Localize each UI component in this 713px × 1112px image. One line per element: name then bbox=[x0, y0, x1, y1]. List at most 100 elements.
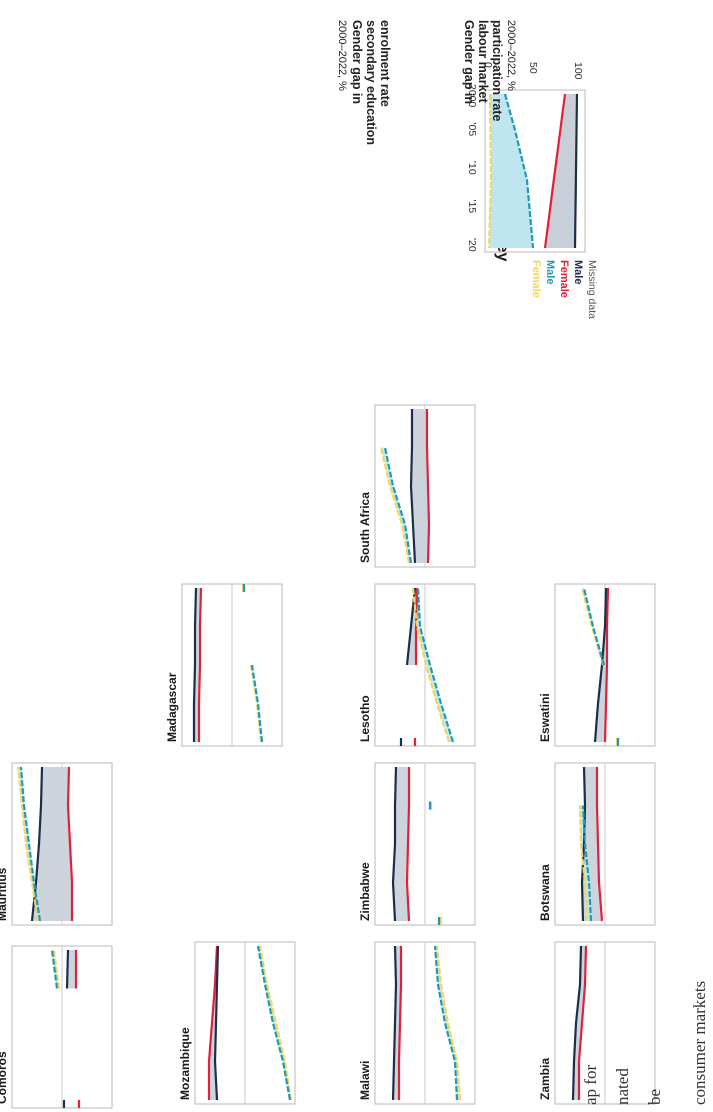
series-line bbox=[571, 945, 583, 1101]
key-x-tick: '20 bbox=[466, 238, 478, 252]
key-edu-heading: secondary education bbox=[364, 20, 378, 145]
key-edu-heading: Gender gap in bbox=[350, 20, 364, 104]
key-y-tick: 100 bbox=[572, 62, 584, 80]
country-panel: Mauritius bbox=[0, 762, 113, 926]
body-text-group: ap for nated be consumer markets bbox=[581, 981, 709, 1105]
key-edu-heading: enrolment rate bbox=[378, 20, 392, 107]
country-title: Eswatini bbox=[538, 693, 552, 742]
country-title: Comoros bbox=[0, 1051, 9, 1104]
series-line bbox=[250, 664, 264, 743]
small-multiples: AngolaZambiaMalawiMozambiqueComorosNamib… bbox=[0, 404, 656, 1109]
gap-area bbox=[258, 946, 291, 1100]
gap-area bbox=[393, 767, 409, 921]
key-group: Key2000'05'10'15'20100500MaleFemaleMaleF… bbox=[336, 20, 598, 319]
series-line bbox=[192, 587, 198, 742]
country-panel: Lesotho bbox=[358, 583, 476, 747]
series-line bbox=[16, 766, 40, 922]
key-legend-label: Female bbox=[530, 260, 542, 298]
gap-area bbox=[411, 409, 429, 563]
body-text-line: be bbox=[645, 1089, 664, 1105]
series-line bbox=[578, 805, 589, 922]
series-line bbox=[391, 945, 398, 1101]
country-title: Madagascar bbox=[165, 672, 179, 742]
gap-area bbox=[573, 946, 586, 1100]
body-text-line: consumer markets bbox=[690, 981, 709, 1105]
key-y-tick: 50 bbox=[527, 62, 539, 74]
series-line bbox=[213, 945, 220, 1101]
series-line bbox=[379, 447, 411, 564]
series-line bbox=[595, 767, 604, 922]
key-edu-years: 2000–2022, % bbox=[336, 20, 348, 91]
key-missing-label: Missing data bbox=[586, 260, 598, 319]
country-panel: Botswana bbox=[538, 762, 656, 926]
series-line bbox=[19, 766, 42, 922]
series-line bbox=[66, 766, 74, 921]
key-lab-heading: participation rate bbox=[490, 20, 504, 121]
key-x-tick: 2000 bbox=[466, 84, 478, 108]
key-y-tick: 0 bbox=[482, 62, 494, 68]
key-frame bbox=[484, 89, 586, 253]
country-panel: Madagascar bbox=[165, 583, 283, 747]
country-title: Mauritius bbox=[0, 867, 9, 921]
series-line bbox=[52, 949, 61, 989]
country-panel: Mozambique bbox=[178, 941, 296, 1105]
series-line bbox=[411, 587, 451, 743]
country-panel: Zambia bbox=[538, 941, 656, 1105]
country-title: Mozambique bbox=[178, 1027, 192, 1100]
series-line bbox=[581, 805, 593, 922]
series-line bbox=[409, 409, 417, 564]
series-line bbox=[435, 945, 462, 1101]
body-text-line: nated bbox=[613, 1068, 632, 1105]
chart-key: Key2000'05'10'15'20100500MaleFemaleMaleF… bbox=[336, 20, 598, 319]
series-line bbox=[397, 946, 403, 1100]
key-x-tick: '05 bbox=[466, 123, 478, 137]
key-legend-label: Male bbox=[544, 260, 556, 284]
key-legend-label: Female bbox=[558, 260, 570, 298]
gap-area bbox=[413, 588, 453, 742]
country-title: South Africa bbox=[358, 492, 372, 563]
country-panel: Eswatini bbox=[538, 583, 656, 747]
series-line bbox=[258, 945, 293, 1101]
country-panel: Comoros bbox=[0, 945, 113, 1109]
series-line bbox=[425, 409, 431, 564]
key-female-lab-line bbox=[543, 93, 567, 249]
series-line bbox=[582, 587, 606, 666]
series-line bbox=[414, 587, 419, 665]
series-line bbox=[197, 587, 203, 742]
key-lab-gap bbox=[545, 94, 577, 248]
key-female-edu-line bbox=[487, 93, 493, 249]
series-line bbox=[65, 949, 70, 989]
article-body-text: ap for nated be consumer markets bbox=[581, 981, 709, 1105]
country-title: Botswana bbox=[538, 864, 552, 921]
series-line bbox=[256, 945, 292, 1101]
key-x-tick: '10 bbox=[466, 161, 478, 175]
key-x-tick: '15 bbox=[466, 200, 478, 214]
country-title: Malawi bbox=[358, 1061, 372, 1100]
body-text-line: ap for bbox=[581, 1065, 600, 1105]
country-panel: Zimbabwe bbox=[358, 762, 476, 926]
series-line bbox=[405, 767, 411, 922]
gap-area bbox=[580, 805, 591, 921]
country-panel: South Africa bbox=[358, 404, 476, 568]
key-male-lab-line bbox=[573, 93, 579, 249]
series-line bbox=[207, 945, 219, 1100]
gap-area bbox=[435, 946, 460, 1100]
key-lab-heading: labour market bbox=[476, 20, 490, 104]
country-title: Zambia bbox=[538, 1058, 552, 1100]
series-line bbox=[249, 664, 263, 743]
country-panel: Malawi bbox=[358, 941, 476, 1105]
series-line bbox=[383, 447, 413, 564]
key-legend-label: Male bbox=[572, 260, 584, 284]
key-male-edu-line bbox=[503, 93, 535, 249]
series-line bbox=[50, 949, 59, 989]
country-title: Zimbabwe bbox=[358, 862, 372, 921]
gap-area bbox=[67, 950, 76, 989]
key-lab-years: 2000–2022, % bbox=[505, 20, 517, 91]
series-line bbox=[391, 766, 398, 922]
series-line bbox=[603, 587, 610, 743]
key-edu-gap bbox=[489, 94, 533, 248]
country-title: Lesotho bbox=[358, 695, 372, 742]
series-line bbox=[416, 587, 455, 743]
series-line bbox=[577, 945, 588, 1100]
